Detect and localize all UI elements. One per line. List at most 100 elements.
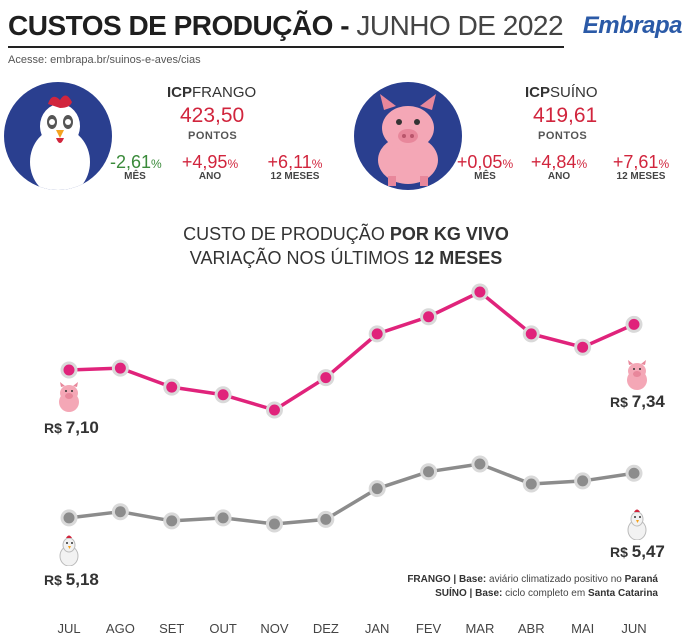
var-value: +7,61 (612, 152, 659, 172)
var-pct: % (658, 157, 670, 171)
data-point-frango-mai (574, 472, 592, 490)
chicken-icon (4, 82, 112, 190)
data-point-suíno-jun (625, 315, 643, 333)
title-underline (8, 46, 564, 48)
pig-marker-end-icon (624, 360, 650, 397)
suino-start-price: R$ 7,10 (44, 418, 99, 438)
icp-frango-var-ano: +4,95% ANO (180, 152, 240, 182)
var-pct: % (311, 157, 323, 171)
data-point-frango-dez (317, 510, 335, 528)
var-value: +4,95 (181, 152, 228, 172)
var-pct: % (502, 157, 514, 171)
data-point-frango-out (214, 509, 232, 527)
data-point-suíno-mar (471, 283, 489, 301)
x-tick-label: DEZ (313, 621, 339, 636)
x-tick-label: ABR (518, 621, 545, 636)
x-tick-label: MAI (571, 621, 594, 636)
footnote-suino-place: Santa Catarina (587, 588, 658, 599)
data-point-frango-set (163, 512, 181, 530)
chart-title-line2-light: VARIAÇÃO NOS ÚLTIMOS (189, 248, 410, 268)
x-tick-label: OUT (209, 621, 237, 636)
icp-suino-var-mes: +0,05% MÊS (454, 152, 516, 182)
icp-suino-var-ano: +4,84% ANO (528, 152, 590, 182)
frango-start-value: 5,18 (65, 570, 99, 589)
icp-suino-unit: PONTOS (538, 130, 588, 142)
icp-suino-name-rest: SUÍNO (550, 84, 598, 101)
data-point-frango-mar (471, 455, 489, 473)
series-line-suíno (68, 290, 635, 412)
data-point-frango-jul (60, 509, 78, 527)
var-label: 12 MESES (616, 171, 666, 182)
footnote-suino: SUÍNO | Base: ciclo completo em Santa Ca… (435, 588, 658, 599)
data-point-frango-abr (522, 475, 540, 493)
access-link[interactable]: Acesse: embrapa.br/suinos-e-aves/cias (8, 54, 201, 66)
data-point-suíno-jan (368, 325, 386, 343)
frango-start-prefix: R$ (44, 572, 62, 588)
x-tick-label: JUL (57, 621, 80, 636)
data-point-suíno-abr (522, 325, 540, 343)
x-tick-label: NOV (260, 621, 289, 636)
icp-frango-var-mes: -2,61% MÊS (110, 152, 162, 182)
var-label: ANO (547, 171, 571, 182)
title-bold: CUSTOS DE PRODUÇÃO - (8, 10, 350, 41)
var-value: +4,84 (530, 152, 577, 172)
data-point-suíno-jul (60, 361, 78, 379)
var-value: -2,61 (110, 152, 152, 172)
data-point-suíno-mai (574, 338, 592, 356)
title-date: JUNHO DE 2022 (356, 10, 564, 41)
icp-suino-name: ICPSUÍNO (525, 84, 598, 101)
footnote-frango-text: aviário climatizado positivo no (489, 574, 622, 585)
footnote-suino-label: SUÍNO | Base: (435, 588, 503, 599)
icp-frango-unit: PONTOS (188, 130, 238, 142)
suino-end-prefix: R$ (610, 394, 628, 410)
series-line-frango (68, 462, 635, 526)
icp-frango-name-bold: ICP (167, 84, 193, 101)
embrapa-logo: Embrapa (582, 12, 683, 39)
chicken-marker-end-icon (626, 508, 648, 545)
frango-end-value: 5,47 (631, 542, 665, 561)
footnote-frango-label: FRANGO | Base: (407, 574, 487, 585)
data-point-frango-jan (368, 480, 386, 498)
footnote-frango-place: Paraná (624, 574, 658, 585)
var-pct: % (151, 157, 162, 171)
x-tick-label: JAN (365, 621, 390, 636)
suino-end-value: 7,34 (631, 392, 665, 411)
footnote-frango: FRANGO | Base: aviário climatizado posit… (407, 574, 658, 585)
x-tick-label: SET (159, 621, 184, 636)
data-point-suíno-nov (265, 401, 283, 419)
footnote-suino-text: ciclo completo em (505, 588, 586, 599)
icp-frango-value: 423,50 (180, 104, 245, 127)
icp-frango-var-12m: +6,11% 12 MESES (262, 152, 328, 182)
var-label: ANO (198, 171, 222, 182)
data-point-frango-ago (111, 503, 129, 521)
frango-end-price: R$ 5,47 (610, 542, 665, 562)
icp-suino-var-12m: +7,61% 12 MESES (608, 152, 674, 182)
frango-start-price: R$ 5,18 (44, 570, 99, 590)
data-point-frango-fev (420, 463, 438, 481)
chart-title-line1-bold: POR KG VIVO (389, 224, 509, 244)
data-point-suíno-dez (317, 369, 335, 387)
icp-frango-name-rest: FRANGO (192, 84, 257, 101)
var-value: +0,05 (456, 152, 503, 172)
icp-suino-value: 419,61 (533, 104, 598, 127)
data-point-frango-nov (265, 515, 283, 533)
chart-title-line2-bold: 12 MESES (414, 248, 503, 268)
x-tick-label: JUN (621, 621, 646, 636)
var-label: MÊS (474, 171, 496, 182)
icp-frango-name: ICPFRANGO (167, 84, 256, 101)
x-tick-label: FEV (416, 621, 442, 636)
data-point-suíno-out (214, 386, 232, 404)
chart-title-line1-light: CUSTO DE PRODUÇÃO (183, 224, 385, 244)
suino-end-price: R$ 7,34 (610, 392, 665, 412)
suino-start-value: 7,10 (65, 418, 99, 437)
pig-icon (354, 82, 462, 190)
x-tick-label: AGO (106, 621, 135, 636)
x-tick-label: MAR (465, 621, 494, 636)
data-point-suíno-ago (111, 359, 129, 377)
suino-start-prefix: R$ (44, 420, 62, 436)
var-pct: % (576, 157, 588, 171)
var-pct: % (227, 157, 239, 171)
data-point-suíno-fev (420, 308, 438, 326)
pig-marker-start-icon (56, 382, 82, 419)
